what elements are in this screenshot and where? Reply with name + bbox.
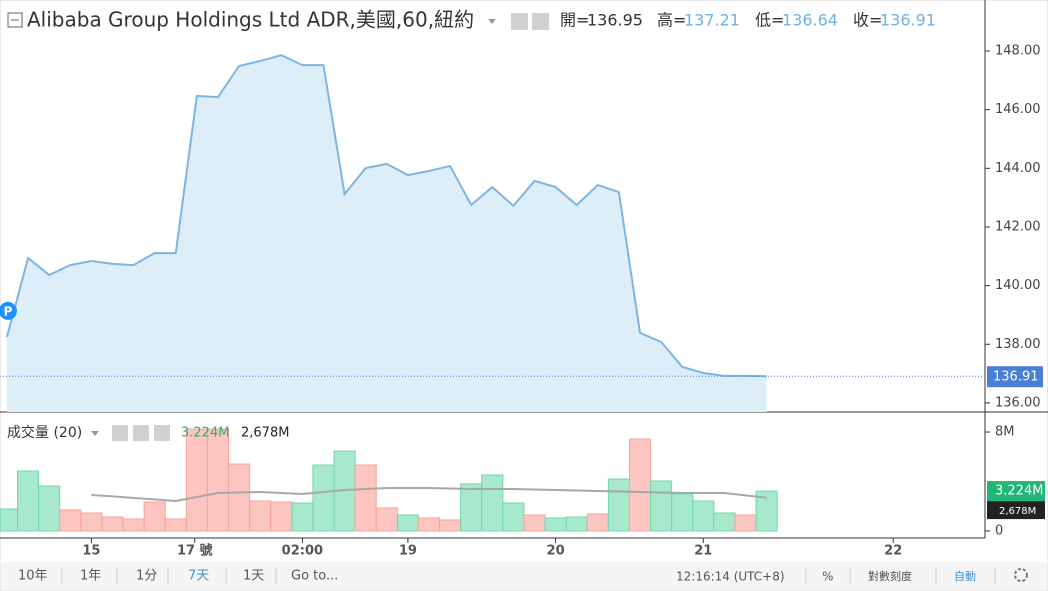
area-fill: [6, 55, 767, 413]
volume-bar: [59, 509, 82, 532]
volume-bar: [312, 464, 335, 532]
volume-bar: [650, 480, 673, 532]
settings-gear[interactable]: [1014, 568, 1028, 582]
marker-label: P: [4, 304, 13, 318]
last-price-label: 136.91: [993, 370, 1039, 385]
dropdown[interactable]: [488, 19, 496, 24]
volume-bar: [185, 428, 208, 532]
y-tick-label: 144.00: [995, 161, 1041, 176]
ohlc-value: 136.64: [782, 11, 838, 30]
volume-legend-value: 2,678M: [241, 426, 289, 441]
log-button[interactable]: 對數刻度: [868, 569, 912, 583]
volume-bar: [607, 478, 630, 532]
volume-bar: [38, 485, 61, 532]
dropdown[interactable]: [91, 431, 99, 436]
volume-bar: [671, 493, 694, 532]
volume-bar: [734, 514, 757, 532]
volume-bar: [628, 438, 652, 532]
ohlc-label: 開=: [560, 11, 589, 30]
y-tick-label: 136.00: [995, 395, 1041, 410]
volume-bar: [523, 514, 546, 532]
last-price-tag: [987, 366, 1043, 388]
volume-bar: [228, 463, 251, 532]
y-tick-label: 8M: [995, 425, 1015, 440]
volume-bar: [439, 519, 462, 532]
percent-button[interactable]: %: [822, 570, 833, 584]
eye-icon[interactable]: [511, 13, 528, 30]
y-tick-label: 148.00: [995, 44, 1041, 59]
range-button[interactable]: 10年: [18, 569, 48, 584]
volume-bar: [375, 507, 398, 532]
volume-title: 成交量 (20): [7, 424, 82, 441]
goto-button[interactable]: Go to...: [291, 569, 338, 584]
close-icon[interactable]: [154, 425, 170, 441]
y-tick-label: 140.00: [995, 278, 1041, 293]
volume-bar: [101, 516, 124, 532]
ohlc-label: 高=: [657, 11, 686, 30]
volume-bar: [270, 501, 293, 532]
volume-bar: [544, 517, 567, 532]
y-tick-label: 142.00: [995, 219, 1041, 234]
eye-icon[interactable]: [112, 425, 128, 441]
volume-bar: [586, 513, 609, 532]
marker-badge: [0, 301, 17, 320]
y-tick-label: 0: [995, 523, 1003, 538]
x-tick-label: 19: [399, 544, 417, 559]
ohlc-label: 低=: [755, 11, 784, 30]
volume-bar: [692, 500, 715, 532]
volume-bar: [417, 517, 441, 532]
x-tick-label: 02:00: [282, 544, 323, 559]
volume-bar: [565, 516, 588, 532]
volume-bar: [354, 464, 377, 532]
volume-bar: [396, 514, 419, 532]
volume-bar: [713, 512, 736, 532]
volume-tag: [987, 501, 1045, 520]
volume-bar: [164, 518, 187, 532]
x-tick-label: 15: [82, 544, 100, 559]
ohlc-label: 收=: [853, 11, 882, 30]
ohlc-value: 137.21: [684, 11, 740, 30]
volume-bar: [755, 490, 778, 532]
y-tick-label: 138.00: [995, 337, 1041, 352]
x-tick-label: 20: [547, 544, 565, 559]
auto-button[interactable]: 自動: [954, 569, 976, 583]
price-line: [5, 54, 767, 378]
volume-bar: [17, 470, 40, 532]
x-tick-label: 22: [884, 544, 902, 559]
volume-tag-label: 3.224M: [995, 484, 1043, 499]
y-tick-label: 146.00: [995, 102, 1041, 117]
volume-bar: [122, 518, 145, 532]
toolbar: 10年 1年 1分 7天 1天 Go to... 12:16:14 (UTC+8…: [1, 562, 1047, 590]
volume-bar: [80, 512, 103, 532]
ohlc-value: 136.91: [880, 11, 936, 30]
symbol-title: Alibaba Group Holdings Ltd ADR,美國,60,紐約: [27, 8, 474, 32]
x-tick-label: 21: [694, 544, 712, 559]
ohlc-legend: 開=136.95 高=137.21 低=136.64 收=136.91: [560, 11, 936, 30]
volume-bar: [460, 483, 483, 532]
range-button[interactable]: 7天: [188, 569, 209, 584]
volume-bar: [0, 508, 19, 532]
x-tick-label: 17 號: [177, 543, 213, 559]
volume-tag-label: 2,678M: [999, 506, 1036, 517]
settings-icon[interactable]: [133, 425, 149, 441]
volume-bar: [143, 501, 166, 532]
range-button[interactable]: 1分: [136, 569, 157, 584]
range-button[interactable]: 1年: [80, 569, 101, 584]
volume-bar: [206, 428, 230, 532]
range-button[interactable]: 1天: [243, 569, 264, 584]
toolbar-bg: [1, 562, 1047, 590]
clock: 12:16:14 (UTC+8): [676, 570, 785, 584]
volume-bar: [481, 474, 504, 532]
volume-tag: [987, 481, 1045, 502]
ohlc-value: 136.95: [587, 11, 643, 30]
settings-icon[interactable]: [532, 13, 549, 30]
volume-bar: [291, 502, 314, 532]
volume-bar: [249, 500, 272, 532]
volume-legend-value: 3.224M: [181, 426, 229, 441]
ma-line: [91, 487, 767, 503]
volume-bar: [502, 502, 525, 532]
